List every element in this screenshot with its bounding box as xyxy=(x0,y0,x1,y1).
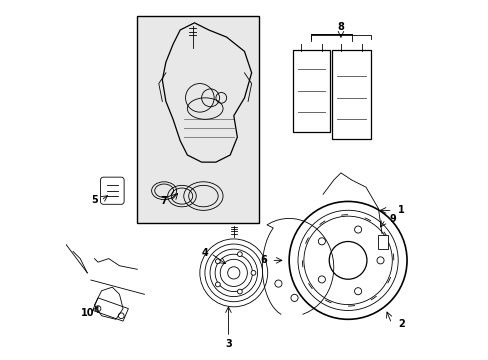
Circle shape xyxy=(237,289,242,294)
Circle shape xyxy=(376,257,383,264)
Text: 10: 10 xyxy=(81,308,94,318)
Circle shape xyxy=(250,270,255,275)
FancyBboxPatch shape xyxy=(331,50,370,139)
Circle shape xyxy=(328,242,366,279)
Circle shape xyxy=(354,288,361,295)
Text: 8: 8 xyxy=(337,22,344,32)
Text: 5: 5 xyxy=(91,195,98,205)
FancyBboxPatch shape xyxy=(137,16,258,223)
Text: 1: 1 xyxy=(398,205,404,215)
FancyBboxPatch shape xyxy=(292,50,329,132)
Circle shape xyxy=(237,252,242,257)
FancyBboxPatch shape xyxy=(101,177,124,204)
Circle shape xyxy=(215,259,220,264)
FancyBboxPatch shape xyxy=(377,235,387,249)
Text: 2: 2 xyxy=(398,319,404,329)
Text: 7: 7 xyxy=(160,197,167,206)
Text: 3: 3 xyxy=(224,339,231,348)
Circle shape xyxy=(354,226,361,233)
Circle shape xyxy=(215,282,220,287)
Text: 9: 9 xyxy=(388,214,395,224)
Text: 6: 6 xyxy=(260,255,267,265)
Circle shape xyxy=(318,238,325,245)
Text: 4: 4 xyxy=(202,248,208,258)
Circle shape xyxy=(227,267,240,279)
Circle shape xyxy=(318,276,325,283)
